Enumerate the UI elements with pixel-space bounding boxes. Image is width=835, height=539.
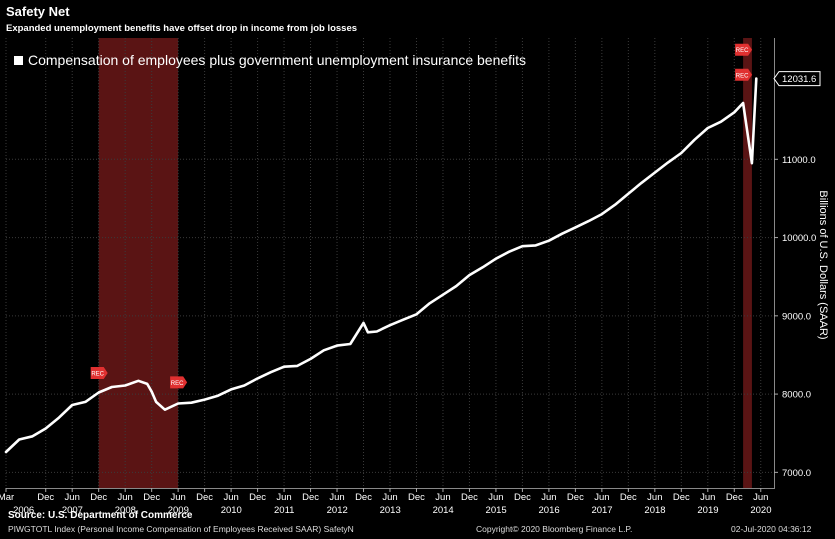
chart-title: Safety Net — [6, 4, 70, 19]
x-tick-label: Jun — [170, 492, 185, 503]
timestamp: 02-Jul-2020 04:36:12 — [731, 524, 812, 534]
x-tick-label: Jun — [541, 492, 556, 503]
y-axis-line — [774, 38, 775, 488]
x-tick-label: Jun — [700, 492, 715, 503]
recession-marker-shape — [90, 366, 108, 379]
x-tick-label: Jun — [594, 492, 609, 503]
x-tick-label: Jun — [276, 492, 291, 503]
x-tick-label: Jun — [223, 492, 238, 503]
x-tick-label: Dec — [249, 492, 266, 503]
recession-bands — [98, 38, 752, 488]
recession-marker-label: REC — [736, 73, 749, 79]
x-year-label: 2010 — [221, 505, 242, 516]
x-year-label: 2014 — [433, 505, 454, 516]
y-tick-label: 8000.0 — [782, 390, 811, 401]
x-tick-label: Jun — [329, 492, 344, 503]
x-tick-label: Dec — [408, 492, 425, 503]
last-value-text: 12031.6 — [782, 74, 816, 85]
series-line — [4, 77, 758, 454]
x-year-label: 2006 — [13, 505, 34, 516]
source-note: Source: U.S. Department of Commerce — [8, 510, 193, 521]
x-year-label: 2013 — [380, 505, 401, 516]
x-tick-label: Dec — [302, 492, 319, 503]
recession-marker: REC — [735, 43, 753, 56]
recession-marker-label: REC — [171, 381, 184, 387]
x-tick-label: Jun — [118, 492, 133, 503]
recession-marker: REC — [735, 68, 753, 81]
x-tick-label: Dec — [355, 492, 372, 503]
recession-band — [743, 38, 752, 488]
recession-marker-shape — [735, 43, 753, 56]
last-value-label: 12031.6 — [773, 71, 821, 87]
x-tick-label: Jun — [488, 492, 503, 503]
recession-band — [98, 38, 179, 488]
x-tick-label: Dec — [461, 492, 478, 503]
y-tick-label: 11000.0 — [782, 155, 816, 166]
x-tick-label: Dec — [726, 492, 743, 503]
recession-marker-shape — [170, 376, 188, 389]
x-tick-label: Jun — [435, 492, 450, 503]
recession-marker: REC — [170, 376, 188, 389]
x-tick-label: Dec — [143, 492, 160, 503]
x-tick-label: Jun — [382, 492, 397, 503]
x-year-label: 2017 — [591, 505, 612, 516]
x-tick-label: Dec — [673, 492, 690, 503]
y-tick-label: 10000.0 — [782, 233, 816, 244]
x-year-label: 2007 — [62, 505, 83, 516]
recession-marker: REC — [90, 366, 108, 379]
x-year-label: 2018 — [644, 505, 665, 516]
x-tick-label: Jun — [753, 492, 768, 503]
x-tick-label: Mar — [0, 492, 14, 503]
y-ticks: 7000.0 8000.0 9000.0 10000.0 11000.0 — [774, 155, 816, 479]
y-tick-label: 9000.0 — [782, 311, 811, 322]
recession-marker-shape — [735, 68, 753, 81]
recession-markers: REC REC REC REC — [90, 43, 753, 389]
ticker-description: PIWGTOTL Index (Personal Income Compensa… — [8, 524, 354, 534]
x-year-label: 2016 — [539, 505, 560, 516]
x-tick-label: Dec — [514, 492, 531, 503]
x-year-label: 2015 — [486, 505, 507, 516]
x-year-label: 2019 — [697, 505, 718, 516]
x-tick-label: Jun — [65, 492, 80, 503]
y-tick-label: 7000.0 — [782, 468, 811, 479]
y-axis-label: Billions of U.S. Dollars (SAAR) — [817, 190, 829, 339]
legend-swatch — [14, 56, 23, 65]
x-tick-label: Dec — [567, 492, 584, 503]
last-value-box — [773, 71, 821, 87]
recession-marker-label: REC — [91, 371, 104, 377]
x-tick-label: Dec — [196, 492, 213, 503]
x-tick-label: Dec — [37, 492, 54, 503]
x-tick-label: Dec — [620, 492, 637, 503]
x-year-label: 2011 — [274, 505, 294, 516]
x-tick-label: Jun — [647, 492, 662, 503]
legend-label: Compensation of employees plus governmen… — [28, 52, 526, 68]
x-year-label: 2008 — [115, 505, 136, 516]
x-year-label: 2012 — [327, 505, 348, 516]
x-tick-label: Dec — [90, 492, 107, 503]
recession-marker-label: REC — [736, 48, 749, 54]
copyright-note: Copyright© 2020 Bloomberg Finance L.P. — [476, 524, 633, 534]
chart-subtitle: Expanded unemployment benefits have offs… — [6, 23, 358, 34]
grid-lines — [5, 38, 774, 488]
x-year-label: 2009 — [168, 505, 189, 516]
x-ticks: Mar Dec Jun Dec Jun Dec Jun Dec Jun Dec Jun Dec Jun D… — [0, 488, 772, 516]
x-year-label: 2020 — [750, 505, 771, 516]
